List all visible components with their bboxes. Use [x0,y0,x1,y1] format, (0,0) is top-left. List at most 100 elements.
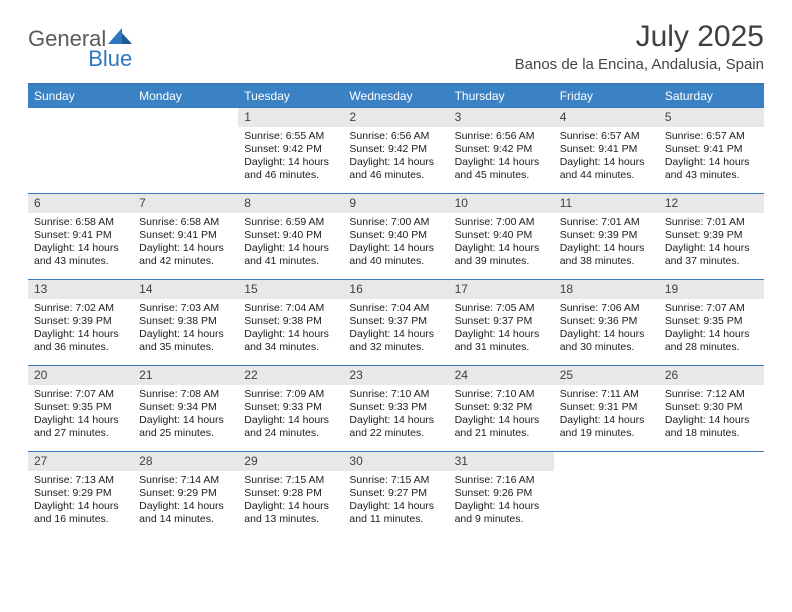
daylight-line: Daylight: 14 hours and 44 minutes. [560,156,653,182]
day-number: 10 [449,194,554,213]
daylight-line: Daylight: 14 hours and 35 minutes. [139,328,232,354]
daylight-line: Daylight: 14 hours and 46 minutes. [349,156,442,182]
sunset-line: Sunset: 9:40 PM [349,229,442,242]
title-block: July 2025 Banos de la Encina, Andalusia,… [515,20,764,79]
calendar-week-row: 20Sunrise: 7:07 AMSunset: 9:35 PMDayligh… [28,366,764,452]
daylight-line: Daylight: 14 hours and 28 minutes. [665,328,758,354]
calendar-day-cell: 15Sunrise: 7:04 AMSunset: 9:38 PMDayligh… [238,280,343,366]
weekday-header-row: Sunday Monday Tuesday Wednesday Thursday… [28,84,764,108]
daylight-line: Daylight: 14 hours and 36 minutes. [34,328,127,354]
sunrise-line: Sunrise: 7:10 AM [349,388,442,401]
day-number: 8 [238,194,343,213]
sunrise-line: Sunrise: 7:15 AM [244,474,337,487]
location: Banos de la Encina, Andalusia, Spain [515,56,764,73]
sunset-line: Sunset: 9:38 PM [139,315,232,328]
sunset-line: Sunset: 9:39 PM [665,229,758,242]
sunset-line: Sunset: 9:35 PM [34,401,127,414]
sunset-line: Sunset: 9:37 PM [455,315,548,328]
sunrise-line: Sunrise: 7:10 AM [455,388,548,401]
sunrise-line: Sunrise: 6:55 AM [244,130,337,143]
day-content: Sunrise: 7:01 AMSunset: 9:39 PMDaylight:… [659,213,764,272]
sunset-line: Sunset: 9:42 PM [349,143,442,156]
calendar-day-cell: 13Sunrise: 7:02 AMSunset: 9:39 PMDayligh… [28,280,133,366]
weekday-header: Thursday [449,84,554,108]
sunset-line: Sunset: 9:31 PM [560,401,653,414]
sunset-line: Sunset: 9:41 PM [139,229,232,242]
day-content: Sunrise: 7:00 AMSunset: 9:40 PMDaylight:… [449,213,554,272]
sunset-line: Sunset: 9:41 PM [34,229,127,242]
daylight-line: Daylight: 14 hours and 9 minutes. [455,500,548,526]
calendar-day-cell: 18Sunrise: 7:06 AMSunset: 9:36 PMDayligh… [554,280,659,366]
sunset-line: Sunset: 9:37 PM [349,315,442,328]
day-content: Sunrise: 7:04 AMSunset: 9:37 PMDaylight:… [343,299,448,358]
calendar-week-row: 6Sunrise: 6:58 AMSunset: 9:41 PMDaylight… [28,194,764,280]
day-number: 22 [238,366,343,385]
sunset-line: Sunset: 9:42 PM [455,143,548,156]
daylight-line: Daylight: 14 hours and 30 minutes. [560,328,653,354]
sunrise-line: Sunrise: 6:58 AM [139,216,232,229]
sunrise-line: Sunrise: 6:58 AM [34,216,127,229]
day-content: Sunrise: 7:02 AMSunset: 9:39 PMDaylight:… [28,299,133,358]
sunrise-line: Sunrise: 7:11 AM [560,388,653,401]
calendar-day-cell: 23Sunrise: 7:10 AMSunset: 9:33 PMDayligh… [343,366,448,452]
sunrise-line: Sunrise: 7:01 AM [560,216,653,229]
sunrise-line: Sunrise: 6:57 AM [665,130,758,143]
sunrise-line: Sunrise: 7:07 AM [665,302,758,315]
day-content: Sunrise: 7:13 AMSunset: 9:29 PMDaylight:… [28,471,133,530]
day-number: 21 [133,366,238,385]
sunset-line: Sunset: 9:40 PM [244,229,337,242]
day-number: 12 [659,194,764,213]
sunrise-line: Sunrise: 7:15 AM [349,474,442,487]
calendar-week-row: 27Sunrise: 7:13 AMSunset: 9:29 PMDayligh… [28,452,764,538]
daylight-line: Daylight: 14 hours and 40 minutes. [349,242,442,268]
day-number: 20 [28,366,133,385]
calendar-day-cell: 1Sunrise: 6:55 AMSunset: 9:42 PMDaylight… [238,108,343,194]
sunrise-line: Sunrise: 7:13 AM [34,474,127,487]
calendar-day-cell: 28Sunrise: 7:14 AMSunset: 9:29 PMDayligh… [133,452,238,538]
calendar-page: GeneralBlue July 2025 Banos de la Encina… [0,0,792,612]
sunrise-line: Sunrise: 7:00 AM [455,216,548,229]
day-number: 2 [343,108,448,127]
weekday-header: Wednesday [343,84,448,108]
logo: GeneralBlue [28,26,132,72]
sunset-line: Sunset: 9:29 PM [139,487,232,500]
calendar-day-cell [554,452,659,538]
header-row: GeneralBlue July 2025 Banos de la Encina… [28,20,764,79]
daylight-line: Daylight: 14 hours and 32 minutes. [349,328,442,354]
day-content: Sunrise: 7:10 AMSunset: 9:33 PMDaylight:… [343,385,448,444]
sunrise-line: Sunrise: 7:12 AM [665,388,758,401]
sunset-line: Sunset: 9:42 PM [244,143,337,156]
calendar-day-cell: 24Sunrise: 7:10 AMSunset: 9:32 PMDayligh… [449,366,554,452]
calendar-day-cell: 29Sunrise: 7:15 AMSunset: 9:28 PMDayligh… [238,452,343,538]
day-number: 24 [449,366,554,385]
sunset-line: Sunset: 9:34 PM [139,401,232,414]
day-number: 29 [238,452,343,471]
calendar-day-cell: 16Sunrise: 7:04 AMSunset: 9:37 PMDayligh… [343,280,448,366]
calendar-day-cell: 26Sunrise: 7:12 AMSunset: 9:30 PMDayligh… [659,366,764,452]
calendar-day-cell [133,108,238,194]
day-content: Sunrise: 7:00 AMSunset: 9:40 PMDaylight:… [343,213,448,272]
day-number: 11 [554,194,659,213]
day-number: 7 [133,194,238,213]
calendar-table: Sunday Monday Tuesday Wednesday Thursday… [28,83,764,538]
daylight-line: Daylight: 14 hours and 34 minutes. [244,328,337,354]
sunrise-line: Sunrise: 6:59 AM [244,216,337,229]
daylight-line: Daylight: 14 hours and 25 minutes. [139,414,232,440]
daylight-line: Daylight: 14 hours and 41 minutes. [244,242,337,268]
day-content: Sunrise: 7:10 AMSunset: 9:32 PMDaylight:… [449,385,554,444]
weekday-header: Monday [133,84,238,108]
calendar-day-cell: 17Sunrise: 7:05 AMSunset: 9:37 PMDayligh… [449,280,554,366]
day-content: Sunrise: 7:12 AMSunset: 9:30 PMDaylight:… [659,385,764,444]
day-number: 4 [554,108,659,127]
calendar-week-row: 13Sunrise: 7:02 AMSunset: 9:39 PMDayligh… [28,280,764,366]
sunrise-line: Sunrise: 7:02 AM [34,302,127,315]
calendar-day-cell: 14Sunrise: 7:03 AMSunset: 9:38 PMDayligh… [133,280,238,366]
sunset-line: Sunset: 9:41 PM [560,143,653,156]
calendar-day-cell: 30Sunrise: 7:15 AMSunset: 9:27 PMDayligh… [343,452,448,538]
day-number: 26 [659,366,764,385]
calendar-week-row: 1Sunrise: 6:55 AMSunset: 9:42 PMDaylight… [28,108,764,194]
calendar-day-cell: 8 Sunrise: 6:59 AMSunset: 9:40 PMDaylight… [238,194,343,280]
day-content: Sunrise: 7:14 AMSunset: 9:29 PMDaylight:… [133,471,238,530]
sunrise-line: Sunrise: 7:08 AM [139,388,232,401]
calendar-day-cell: 19Sunrise: 7:07 AMSunset: 9:35 PMDayligh… [659,280,764,366]
